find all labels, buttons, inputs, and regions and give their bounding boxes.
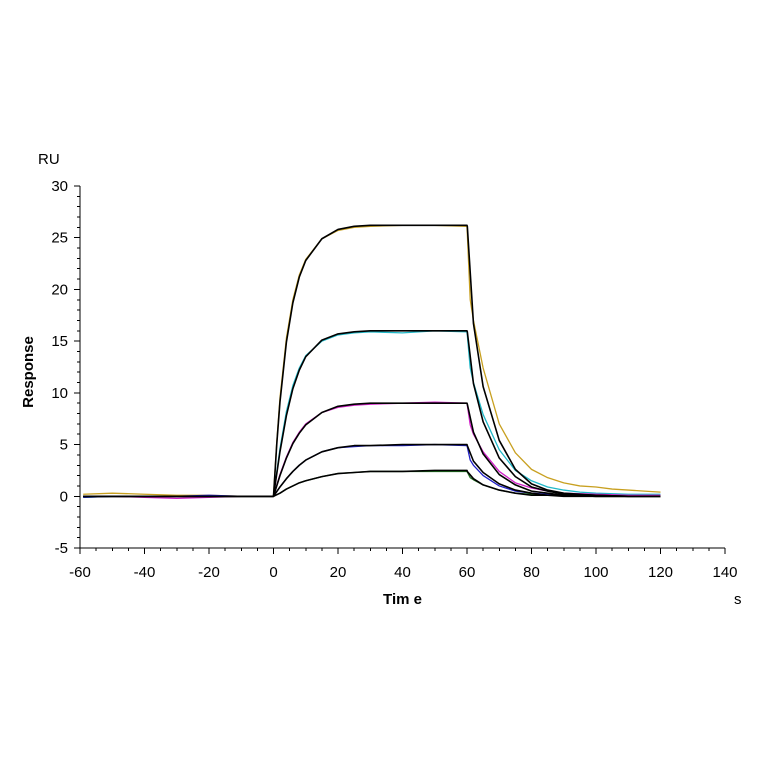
y-unit-label: RU [38,151,60,168]
series-line-5 [83,470,661,497]
y-tick-label: 5 [60,437,68,454]
y-tick-label: 30 [51,178,68,195]
series-line-1 [83,224,661,497]
x-tick-label: 40 [394,564,411,581]
x-tick-label: 140 [712,564,737,581]
fit-curve-1 [83,224,661,498]
x-tick-label: -60 [69,564,91,581]
y-axis-title: Response [20,336,37,408]
fit-curve-4 [83,443,661,498]
x-tick-label: -40 [134,564,156,581]
y-tick-label: 20 [51,281,68,298]
y-tick-label: 0 [60,488,68,505]
x-unit-label: s [734,591,742,608]
series-line-2 [83,330,661,498]
y-tick-label: 25 [51,230,68,247]
y-tick-label: 10 [51,385,68,402]
x-tick-label: 60 [459,564,476,581]
series-line-3 [83,401,661,499]
x-tick-label: 120 [648,564,673,581]
x-tick-label: 80 [523,564,540,581]
x-tick-label: 100 [583,564,608,581]
ticks: -5 0 5 10 15 20 25 30 -60 -40 -20 0 20 40 60 80 100 120 14… [51,178,737,581]
x-tick-label: -20 [198,564,220,581]
x-axis-title: Tim e [383,591,422,608]
y-tick-label: -5 [55,540,68,557]
y-tick-label: 15 [51,333,68,350]
fit-curves [83,224,661,498]
fit-curve-2 [83,330,661,498]
fit-curve-3 [83,402,661,498]
x-tick-label: 20 [330,564,347,581]
x-tick-label: 0 [269,564,277,581]
series-curves [83,224,661,499]
fit-curve-5 [83,469,661,498]
